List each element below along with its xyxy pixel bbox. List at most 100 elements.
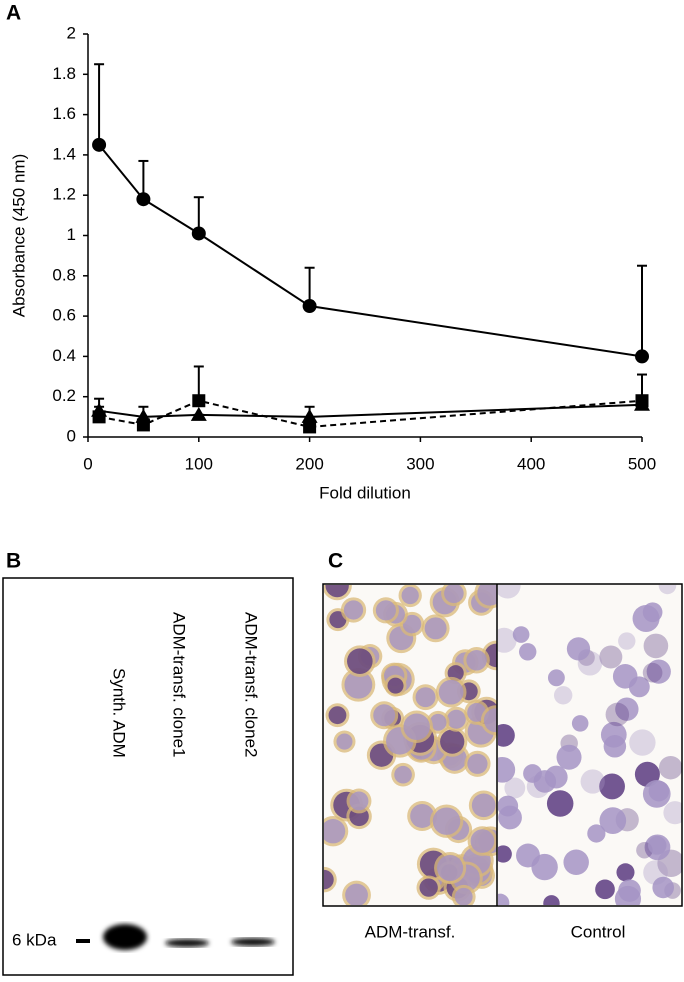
- cell-nucleus: [599, 807, 627, 834]
- point: [92, 137, 107, 152]
- cell-nucleus: [498, 805, 522, 830]
- point: [136, 418, 150, 432]
- blot-frame: [2, 577, 294, 976]
- cell-nucleus: [375, 600, 396, 621]
- cell-nucleus: [419, 878, 438, 897]
- cell-nucleus: [483, 708, 497, 733]
- cell-nucleus: [498, 893, 510, 905]
- point: [635, 349, 649, 364]
- band: [231, 938, 275, 946]
- cell-nucleus: [544, 765, 568, 789]
- micrograph-label: Control: [571, 922, 626, 941]
- y-axis-title: Absorbance (450 nm): [9, 154, 28, 317]
- cell-nucleus: [658, 585, 677, 595]
- lane-label: Synth. ADM: [110, 668, 129, 758]
- blot: 6 kDa Synth. ADM ADM-transf. clone1 ADM-…: [12, 612, 275, 950]
- y-tick-label: 0.4: [52, 346, 76, 365]
- point: [191, 226, 206, 241]
- cell-nucleus: [546, 790, 574, 817]
- y-tick-label: 1.8: [52, 64, 76, 83]
- cell-nucleus: [642, 780, 671, 808]
- cell-nucleus: [516, 843, 540, 868]
- series-line: [98, 144, 643, 358]
- y-tick-label: 0.6: [52, 306, 76, 325]
- cell-nucleus: [344, 670, 373, 699]
- cell-nucleus: [498, 845, 512, 863]
- band: [103, 924, 147, 950]
- cell-nucleus: [646, 659, 671, 684]
- cell-nucleus: [526, 775, 550, 799]
- cell-nucleus: [643, 633, 669, 659]
- point: [302, 299, 317, 314]
- cell-nucleus: [543, 895, 560, 905]
- cell-nucleus: [347, 648, 373, 675]
- micrograph-frame: [322, 583, 683, 907]
- point: [190, 406, 207, 421]
- cell-nucleus: [498, 723, 515, 747]
- x-tick-label: 0: [83, 454, 92, 473]
- cell-nucleus: [498, 627, 517, 653]
- cell-nucleus: [470, 829, 495, 853]
- cell-nucleus: [658, 755, 682, 780]
- cell-nucleus: [394, 765, 412, 784]
- point: [92, 410, 106, 424]
- cell-nucleus: [648, 836, 667, 855]
- cell-nucleus: [402, 614, 422, 634]
- cell-nucleus: [467, 753, 488, 774]
- x-tick-label: 200: [295, 454, 323, 473]
- lane-label: ADM-transf. clone2: [242, 612, 261, 758]
- cell-nucleus: [498, 756, 516, 783]
- micrograph-label: ADM-transf.: [365, 922, 456, 941]
- cell-nucleus: [605, 702, 630, 727]
- micrograph-adm: [324, 585, 497, 905]
- cell-nucleus: [587, 824, 606, 843]
- cell-nucleus: [345, 883, 368, 905]
- point: [303, 420, 317, 434]
- cell-nucleus: [373, 704, 396, 727]
- y-tick-label: 0.2: [52, 386, 76, 405]
- cell-nucleus: [432, 807, 461, 835]
- cell-nucleus: [614, 885, 642, 905]
- cell-nucleus: [328, 706, 347, 725]
- cell-nucleus: [437, 854, 464, 882]
- point: [301, 408, 318, 423]
- cell-nucleus: [349, 791, 369, 811]
- cell-nucleus: [599, 645, 623, 669]
- cell-nucleus: [504, 777, 526, 799]
- cell-nucleus: [477, 585, 497, 606]
- cell-nucleus: [429, 713, 447, 731]
- y-tick-label: 1.2: [52, 185, 76, 204]
- cell-nucleus: [446, 709, 466, 729]
- x-tick-label: 100: [185, 454, 213, 473]
- cell-nucleus: [324, 819, 346, 844]
- y-tick-label: 0: [67, 426, 76, 445]
- cell-nucleus: [401, 586, 419, 605]
- cell-nucleus: [324, 869, 334, 890]
- cell-nucleus: [498, 585, 521, 599]
- cell-nucleus: [424, 617, 447, 640]
- cell-nucleus: [444, 585, 464, 604]
- cell-nucleus: [663, 801, 682, 825]
- cell-nucleus: [553, 686, 573, 705]
- cell-nucleus: [612, 664, 638, 689]
- x-tick-label: 500: [628, 454, 656, 473]
- cell-nucleus: [403, 713, 430, 740]
- cell-nucleus: [415, 687, 436, 708]
- cell-nucleus: [466, 650, 487, 671]
- cell-nucleus: [629, 729, 656, 756]
- y-tick-label: 1.6: [52, 104, 76, 123]
- cell-nucleus: [642, 602, 663, 623]
- cell-nucleus: [580, 769, 605, 794]
- x-axis-title: Fold dilution: [319, 483, 411, 502]
- cell-nucleus: [652, 876, 674, 899]
- x-tick-label: 400: [517, 454, 545, 473]
- cell-nucleus: [410, 803, 435, 828]
- cell-nucleus: [599, 773, 625, 800]
- point: [192, 394, 206, 408]
- panel-label: C: [328, 550, 343, 573]
- band: [165, 939, 209, 947]
- chart: 0 0.2 0.4 0.6 0.8 1 1.2 1.4 1.6 1.8 2 0 100 200 300 400…: [9, 23, 656, 502]
- y-tick-label: 1.4: [52, 144, 76, 163]
- cell-nucleus: [512, 626, 530, 643]
